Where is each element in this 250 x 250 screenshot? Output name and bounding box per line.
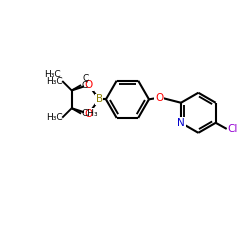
Text: CH₃: CH₃ — [81, 109, 98, 118]
Text: C: C — [81, 80, 87, 90]
Text: H₃C: H₃C — [46, 113, 62, 122]
Text: O: O — [84, 109, 93, 119]
Text: H₃C: H₃C — [46, 76, 62, 86]
Text: C: C — [82, 74, 88, 83]
Text: N: N — [177, 118, 185, 128]
Text: O: O — [84, 80, 93, 90]
Text: Cl: Cl — [228, 124, 238, 134]
Text: O: O — [155, 93, 163, 103]
Text: B: B — [96, 94, 103, 104]
Text: H₃C: H₃C — [44, 70, 61, 79]
